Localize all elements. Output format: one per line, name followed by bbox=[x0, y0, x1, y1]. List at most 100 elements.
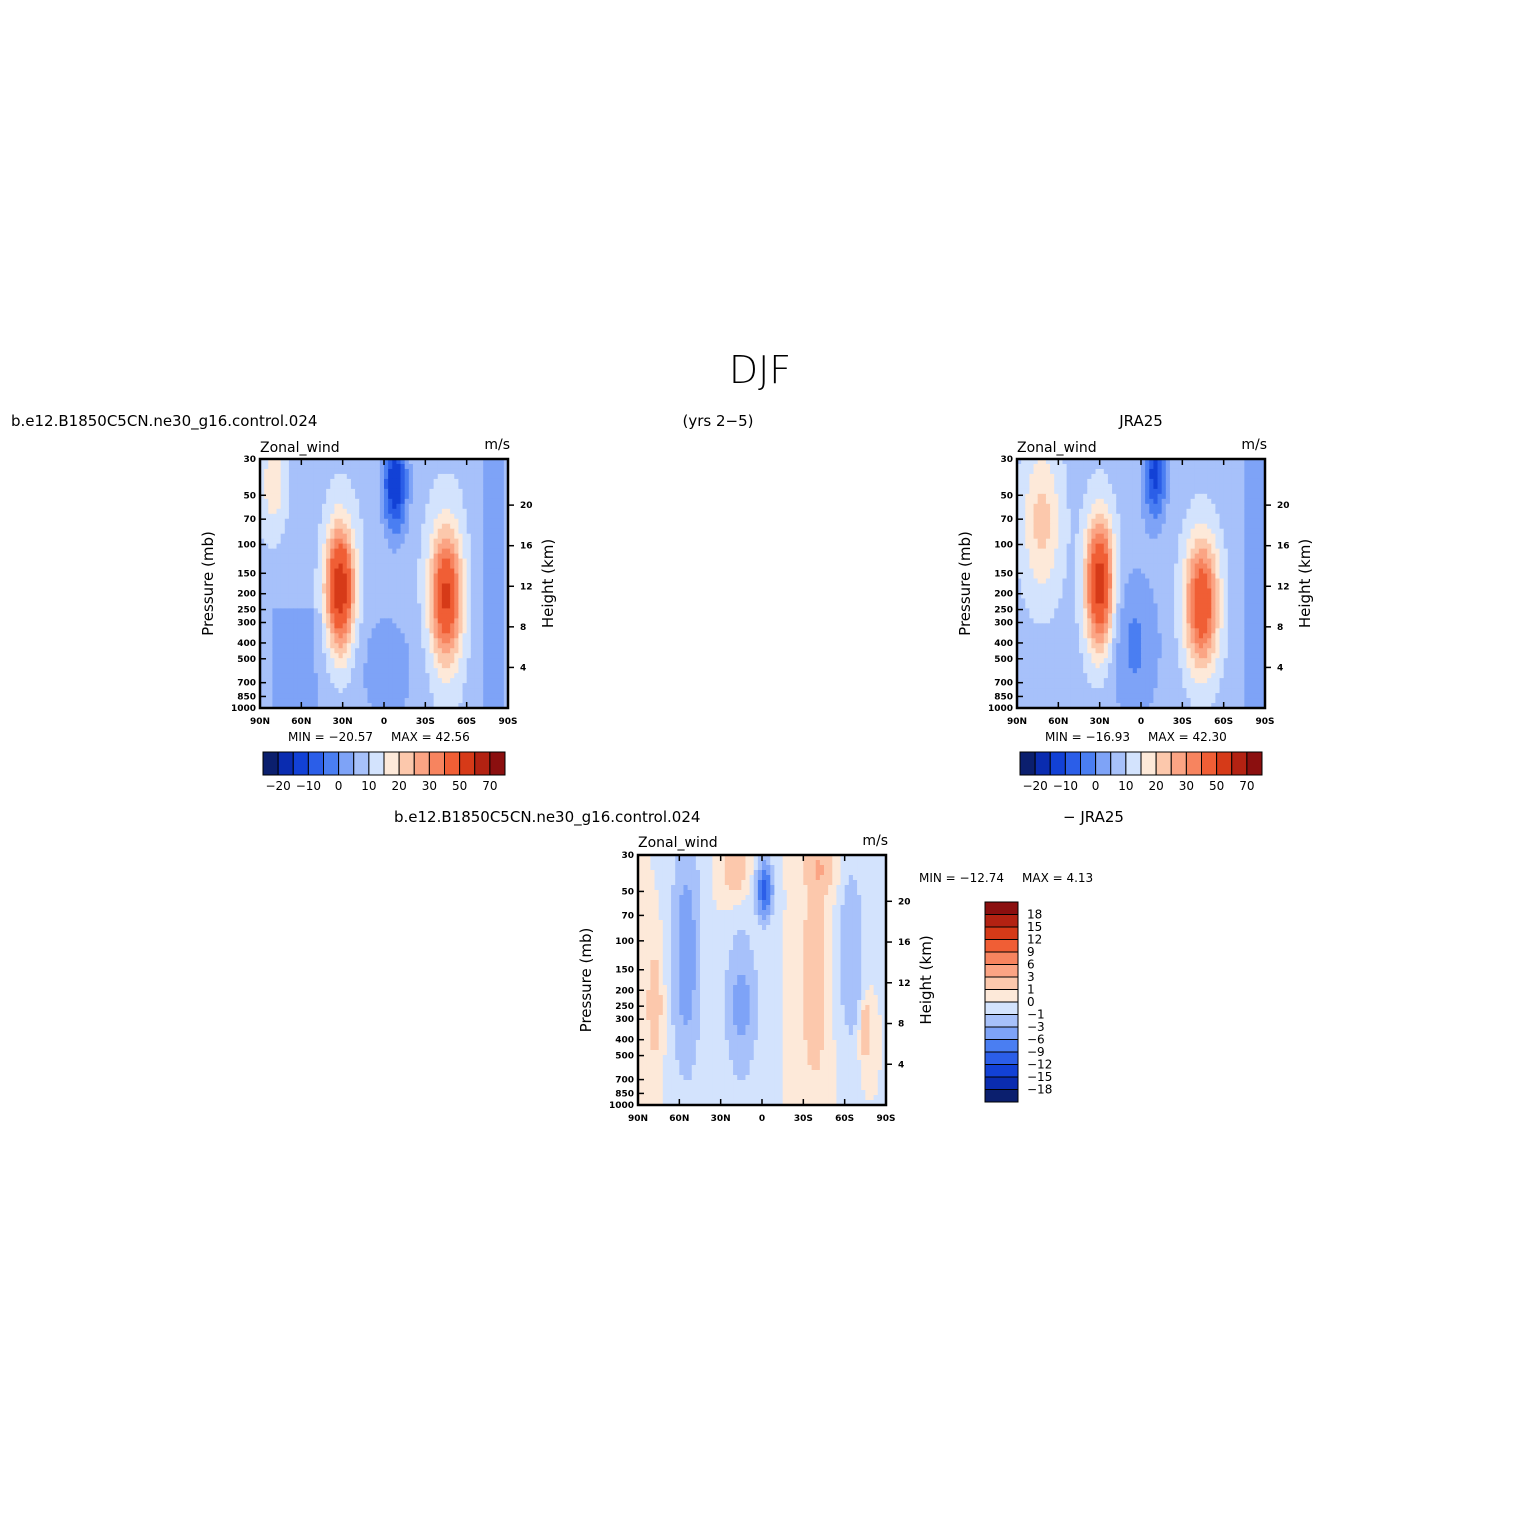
contour-cell bbox=[396, 603, 402, 609]
contour-cell bbox=[433, 698, 439, 704]
contour-cell bbox=[441, 698, 447, 704]
contour-cell bbox=[479, 623, 484, 629]
contour-cell bbox=[1145, 463, 1150, 470]
contour-cell bbox=[272, 663, 278, 669]
contour-cell bbox=[421, 563, 426, 570]
contour-cell bbox=[412, 668, 418, 674]
contour-cell bbox=[474, 528, 480, 535]
contour-cell bbox=[1223, 508, 1229, 515]
contour-cell bbox=[338, 638, 344, 644]
contour-cell bbox=[1021, 488, 1026, 495]
contour-cell bbox=[359, 593, 364, 600]
contour-cell bbox=[322, 513, 327, 520]
contour-cell bbox=[487, 513, 493, 520]
contour-cell bbox=[293, 483, 298, 490]
contour-cell bbox=[1120, 598, 1126, 605]
contour-cell bbox=[334, 518, 340, 525]
contour-cell bbox=[280, 643, 286, 649]
contour-cell bbox=[288, 603, 294, 609]
contour-cell bbox=[1227, 523, 1233, 530]
contour-cell bbox=[1062, 583, 1068, 590]
contour-cell bbox=[280, 578, 286, 585]
contour-cell bbox=[375, 623, 381, 629]
contour-cell bbox=[1037, 523, 1043, 530]
contour-cell bbox=[1174, 543, 1179, 550]
contour-cell bbox=[1227, 553, 1233, 560]
contour-cell bbox=[437, 628, 443, 634]
contour-cell bbox=[1095, 583, 1101, 590]
panel-model-max: MAX = 42.56 bbox=[391, 730, 470, 744]
contour-cell bbox=[417, 633, 422, 639]
contour-cell bbox=[301, 538, 307, 545]
contour-cell bbox=[1157, 578, 1163, 585]
contour-cell bbox=[466, 698, 472, 704]
contour-cell bbox=[1203, 553, 1208, 560]
contour-cell bbox=[421, 613, 426, 619]
contour-cell bbox=[359, 653, 364, 659]
contour-cell bbox=[425, 643, 431, 649]
contour-cell bbox=[350, 573, 356, 580]
contour-cell bbox=[441, 668, 447, 674]
contour-cell bbox=[1219, 568, 1225, 575]
contour-cell bbox=[458, 548, 464, 555]
contour-cell bbox=[346, 668, 352, 674]
contour-cell bbox=[1050, 578, 1055, 585]
contour-cell bbox=[330, 538, 335, 545]
contour-cell bbox=[1207, 533, 1212, 540]
contour-cell bbox=[371, 653, 377, 659]
contour-cell bbox=[1141, 493, 1146, 500]
contour-cell bbox=[466, 598, 472, 605]
contour-cell bbox=[388, 533, 393, 540]
contour-cell bbox=[309, 553, 315, 560]
contour-cell bbox=[326, 698, 331, 704]
contour-cell bbox=[1198, 508, 1204, 515]
contour-cell bbox=[1190, 578, 1196, 585]
contour-cell bbox=[1041, 553, 1047, 560]
contour-cell bbox=[462, 598, 468, 605]
contour-cell bbox=[1120, 459, 1126, 465]
contour-cell bbox=[313, 658, 319, 664]
contour-cell bbox=[1186, 498, 1192, 505]
contour-cell bbox=[1157, 523, 1163, 530]
contour-cell bbox=[429, 503, 435, 510]
contour-cell bbox=[1128, 498, 1134, 505]
contour-cell bbox=[441, 598, 447, 605]
contour-cell bbox=[1037, 483, 1043, 490]
contour-cell bbox=[346, 583, 352, 590]
contour-cell bbox=[1099, 459, 1105, 465]
contour-cell bbox=[1058, 578, 1064, 585]
contour-cell bbox=[499, 548, 505, 555]
contour-cell bbox=[375, 618, 381, 624]
contour-cell bbox=[1070, 548, 1076, 555]
contour-cell bbox=[495, 678, 501, 684]
contour-cell bbox=[466, 459, 472, 465]
contour-cell bbox=[350, 588, 356, 595]
contour-cell bbox=[1236, 528, 1241, 535]
contour-cell bbox=[1070, 503, 1076, 510]
contour-cell bbox=[288, 648, 294, 654]
contour-cell bbox=[1062, 508, 1068, 515]
contour-cell bbox=[1219, 478, 1225, 485]
contour-cell bbox=[458, 693, 464, 699]
contour-cell bbox=[1145, 553, 1150, 560]
contour-cell bbox=[392, 478, 397, 485]
contour-cell bbox=[1260, 523, 1266, 530]
contour-cell bbox=[470, 513, 476, 520]
contour-cell bbox=[470, 493, 476, 500]
contour-cell bbox=[384, 533, 389, 540]
contour-cell bbox=[458, 683, 464, 689]
contour-cell bbox=[462, 593, 468, 600]
contour-cell bbox=[421, 513, 426, 520]
contour-cell bbox=[408, 563, 414, 570]
contour-cell bbox=[450, 583, 455, 590]
contour-cell bbox=[1033, 473, 1039, 480]
contour-cell bbox=[1033, 553, 1039, 560]
contour-cell bbox=[396, 568, 402, 575]
contour-cell bbox=[280, 628, 286, 634]
contour-cell bbox=[313, 648, 319, 654]
contour-cell bbox=[1087, 538, 1092, 545]
contour-cell bbox=[309, 568, 315, 575]
contour-cell bbox=[1248, 563, 1254, 570]
contour-cell bbox=[288, 588, 294, 595]
contour-cell bbox=[293, 643, 298, 649]
